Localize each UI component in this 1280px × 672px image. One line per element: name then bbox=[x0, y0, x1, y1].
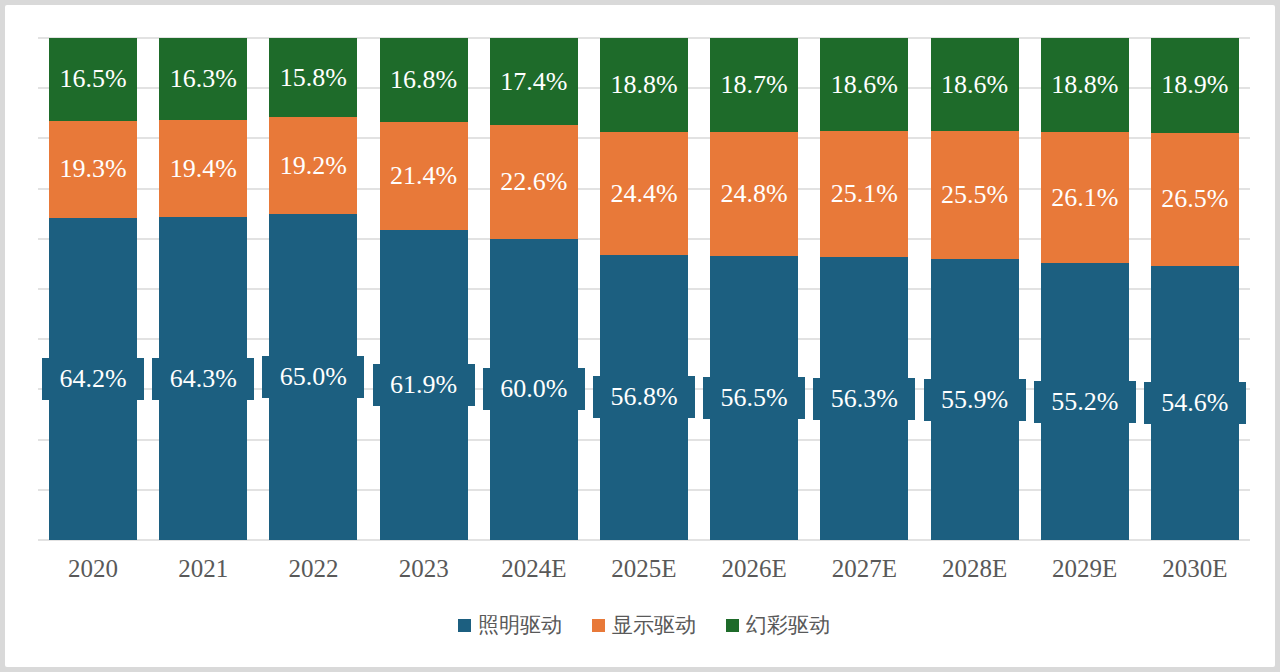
data-label-显示驱动: 26.1% bbox=[1051, 183, 1118, 213]
x-axis-label-2024E: 2024E bbox=[501, 555, 566, 583]
data-label-照明驱动: 55.9% bbox=[924, 379, 1026, 421]
legend-swatch-icon bbox=[726, 619, 739, 632]
data-label-显示驱动: 19.2% bbox=[280, 151, 347, 181]
bar-group-2030E: 18.9%26.5%54.6% bbox=[1151, 38, 1239, 540]
legend-label: 显示驱动 bbox=[612, 611, 696, 639]
data-label-显示驱动: 26.5% bbox=[1161, 184, 1228, 214]
legend-label: 幻彩驱动 bbox=[746, 611, 830, 639]
legend-label: 照明驱动 bbox=[478, 611, 562, 639]
data-label-幻彩驱动: 16.5% bbox=[59, 64, 126, 94]
chart-frame: 16.5% 19.3% 64.2% 16.3% 19.4% 64.3% 15.8% 19.2%… bbox=[5, 5, 1275, 667]
data-label-显示驱动: 22.6% bbox=[500, 167, 567, 197]
data-label-幻彩驱动: 18.6% bbox=[941, 70, 1008, 100]
x-axis: 2020 2021 2022 2023 2024E 2025E 2026E 2027E 2028… bbox=[38, 555, 1250, 587]
data-label-照明驱动: 56.3% bbox=[813, 378, 915, 420]
bar-group-2020: 16.5%19.3%64.2% bbox=[49, 38, 137, 540]
x-axis-label-2025E: 2025E bbox=[611, 555, 676, 583]
x-axis-label-2023: 2023 bbox=[399, 555, 449, 583]
data-label-照明驱动: 64.2% bbox=[42, 358, 144, 400]
bar-group-2029E: 18.8%26.1%55.2% bbox=[1041, 38, 1129, 540]
data-label-照明驱动: 65.0% bbox=[262, 356, 364, 398]
data-label-幻彩驱动: 16.3% bbox=[170, 64, 237, 94]
data-label-显示驱动: 19.3% bbox=[59, 154, 126, 184]
data-label-照明驱动: 64.3% bbox=[152, 358, 254, 400]
bar-group-2021: 16.3%19.4%64.3% bbox=[159, 38, 247, 540]
legend-swatch-icon bbox=[592, 619, 605, 632]
legend: 照明驱动 显示驱动 幻彩驱动 bbox=[38, 611, 1250, 639]
bar-group-2027E: 18.6%25.1%56.3% bbox=[820, 38, 908, 540]
data-label-显示驱动: 25.5% bbox=[941, 180, 1008, 210]
data-label-显示驱动: 24.8% bbox=[721, 179, 788, 209]
data-label-幻彩驱动: 18.9% bbox=[1161, 70, 1228, 100]
legend-item-照明驱动: 照明驱动 bbox=[458, 611, 562, 639]
data-label-幻彩驱动: 16.8% bbox=[390, 65, 457, 95]
bar-group-2024E: 17.4%22.6%60.0% bbox=[490, 38, 578, 540]
x-axis-label-2029E: 2029E bbox=[1052, 555, 1117, 583]
bar-group-2025E: 18.8%24.4%56.8% bbox=[600, 38, 688, 540]
x-axis-label-2020: 2020 bbox=[68, 555, 118, 583]
bar-group-2023: 16.8%21.4%61.9% bbox=[380, 38, 468, 540]
data-label-照明驱动: 55.2% bbox=[1034, 381, 1136, 423]
data-label-幻彩驱动: 17.4% bbox=[500, 67, 567, 97]
data-label-幻彩驱动: 15.8% bbox=[280, 63, 347, 93]
x-axis-label-2028E: 2028E bbox=[942, 555, 1007, 583]
x-axis-label-2021: 2021 bbox=[178, 555, 228, 583]
data-label-幻彩驱动: 18.8% bbox=[1051, 70, 1118, 100]
data-label-幻彩驱动: 18.8% bbox=[610, 70, 677, 100]
data-label-幻彩驱动: 18.6% bbox=[831, 70, 898, 100]
x-axis-label-2030E: 2030E bbox=[1162, 555, 1227, 583]
data-label-显示驱动: 19.4% bbox=[170, 154, 237, 184]
plot-area: 16.5% 19.3% 64.2% 16.3% 19.4% 64.3% 15.8% 19.2%… bbox=[38, 38, 1250, 540]
x-axis-label-2022: 2022 bbox=[288, 555, 338, 583]
x-axis-label-2026E: 2026E bbox=[722, 555, 787, 583]
data-label-显示驱动: 24.4% bbox=[610, 179, 677, 209]
legend-item-显示驱动: 显示驱动 bbox=[592, 611, 696, 639]
bar-group-2028E: 18.6%25.5%55.9% bbox=[931, 38, 1019, 540]
data-label-照明驱动: 56.8% bbox=[593, 376, 695, 418]
bar-group-2022: 15.8%19.2%65.0% bbox=[269, 38, 357, 540]
x-axis-label-2027E: 2027E bbox=[832, 555, 897, 583]
bar-group-2026E: 18.7%24.8%56.5% bbox=[710, 38, 798, 540]
data-label-照明驱动: 56.5% bbox=[703, 377, 805, 419]
legend-swatch-icon bbox=[458, 619, 471, 632]
data-label-幻彩驱动: 18.7% bbox=[721, 70, 788, 100]
data-label-显示驱动: 21.4% bbox=[390, 161, 457, 191]
data-label-显示驱动: 25.1% bbox=[831, 179, 898, 209]
data-label-照明驱动: 60.0% bbox=[483, 368, 585, 410]
legend-item-幻彩驱动: 幻彩驱动 bbox=[726, 611, 830, 639]
data-label-照明驱动: 61.9% bbox=[373, 364, 475, 406]
data-label-照明驱动: 54.6% bbox=[1144, 382, 1246, 424]
